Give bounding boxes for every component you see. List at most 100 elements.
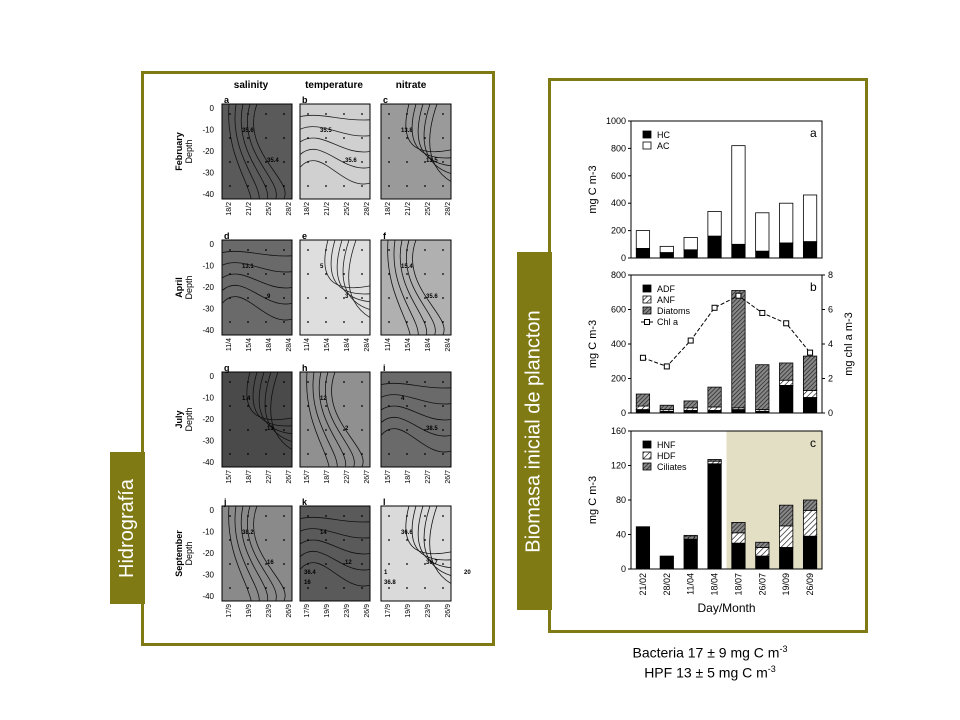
contour-value-label: 38.5 xyxy=(426,426,438,432)
date-tick-label: 18/7 xyxy=(246,470,253,484)
sample-point xyxy=(406,185,408,187)
sample-point xyxy=(229,321,231,323)
depth-tick-label: 0 xyxy=(210,372,215,381)
contour-line xyxy=(228,103,252,200)
bar-hnf xyxy=(779,547,794,570)
contour-line xyxy=(393,239,419,336)
sample-point xyxy=(229,515,231,517)
chla-point xyxy=(807,349,814,356)
sample-point xyxy=(265,321,267,323)
date-tick-label: 15/4 xyxy=(246,338,253,352)
contour-line xyxy=(299,137,371,153)
contour-line xyxy=(330,239,371,295)
x-tick-group: 28/02 xyxy=(662,573,672,596)
date-tick-label: 23/9 xyxy=(425,604,432,618)
column-title-salinity: salinity xyxy=(234,80,269,91)
sample-point xyxy=(283,587,285,589)
date-tick-label: 21/2 xyxy=(324,202,331,216)
contour-line xyxy=(417,103,452,167)
sample-point xyxy=(283,539,285,541)
sample-point xyxy=(325,453,327,455)
row-label-group-april: April Depth xyxy=(174,275,194,299)
sample-point xyxy=(247,587,249,589)
date-tick-label: 26/9 xyxy=(286,604,293,618)
legend-label: HC xyxy=(657,130,670,140)
sample-point xyxy=(442,185,444,187)
depth-axis-label: Depth xyxy=(184,139,194,163)
contour-value-label: 35.6 xyxy=(242,128,254,134)
date-tick-label: 15/7 xyxy=(304,470,311,484)
chla-point xyxy=(711,304,718,311)
bar-ciliates xyxy=(779,504,794,527)
sample-point xyxy=(325,113,327,115)
date-tick-label: 26/7 xyxy=(364,470,371,484)
date-tick-group: 28/2 xyxy=(445,202,452,216)
bar-hc xyxy=(707,235,722,259)
date-tick-label: 28/2 xyxy=(364,202,371,216)
plankton-biomass-tab-label: Biomasa inicial de plancton xyxy=(523,309,545,553)
y-tick-label: 160 xyxy=(611,426,626,436)
sample-point xyxy=(307,587,309,589)
sample-point xyxy=(229,381,231,383)
legend-swatch xyxy=(642,284,652,293)
sample-point xyxy=(388,113,390,115)
sample-point xyxy=(442,453,444,455)
y-axis-label: mg C m-3 xyxy=(587,320,599,368)
bar-anf xyxy=(635,405,651,410)
bar-adf xyxy=(779,384,794,414)
row-label-group-february: February Depth xyxy=(174,132,194,171)
sample-point xyxy=(343,515,345,517)
bacteria-line: Bacteria 17 ± 9 mg C m-3 xyxy=(560,644,860,661)
contour-line xyxy=(299,160,371,185)
sample-point xyxy=(265,297,267,299)
contour-line xyxy=(221,296,293,321)
sample-point xyxy=(424,249,426,251)
sample-point xyxy=(343,161,345,163)
sample-point xyxy=(247,453,249,455)
legend-swatch xyxy=(642,451,652,460)
panel-letter-c: c xyxy=(810,436,816,450)
sample-point xyxy=(343,429,345,431)
date-tick-group: 28/4 xyxy=(286,338,293,352)
contour-line xyxy=(299,550,371,571)
y-tick-label: 0 xyxy=(621,408,626,418)
sample-point xyxy=(247,273,249,275)
contour-value-label: 4 xyxy=(401,396,405,402)
y2-axis-label-group: mg chl a m-3 xyxy=(843,312,855,376)
y-axis-label-group: mg C m-3 xyxy=(587,320,599,368)
sample-point xyxy=(283,185,285,187)
date-tick-label: 11/4 xyxy=(304,338,311,351)
hpf-text: HPF 13 ± 5 mg C m xyxy=(644,664,768,681)
x-tick-label: 18/07 xyxy=(733,573,743,596)
sample-point xyxy=(229,405,231,407)
sample-point xyxy=(424,113,426,115)
legend-swatch xyxy=(642,130,652,139)
sample-point xyxy=(229,137,231,139)
sample-point xyxy=(406,249,408,251)
sample-point xyxy=(388,429,390,431)
sample-point xyxy=(406,273,408,275)
date-tick-label: 25/2 xyxy=(266,202,273,216)
sample-point xyxy=(265,161,267,163)
contour-line xyxy=(380,416,452,437)
contour-line xyxy=(306,371,330,468)
sample-point xyxy=(406,429,408,431)
column-title-nitrate: nitrate xyxy=(396,80,427,91)
date-tick-group: 18/2 xyxy=(385,202,392,216)
contour-line xyxy=(387,239,411,336)
bar-ac xyxy=(683,237,698,251)
contour-line xyxy=(312,371,338,468)
sample-point xyxy=(343,185,345,187)
sample-point xyxy=(265,587,267,589)
sample-point xyxy=(307,161,309,163)
contour-line xyxy=(221,262,293,273)
sample-point xyxy=(325,249,327,251)
sample-point xyxy=(307,249,309,251)
sample-point xyxy=(424,185,426,187)
bar-diatoms xyxy=(635,393,651,407)
depth-tick-label: -30 xyxy=(202,169,214,178)
depth-tick-label: -40 xyxy=(202,190,214,199)
depth-axis-label: Depth xyxy=(184,407,194,431)
contour-line xyxy=(264,371,293,443)
sample-point xyxy=(325,429,327,431)
